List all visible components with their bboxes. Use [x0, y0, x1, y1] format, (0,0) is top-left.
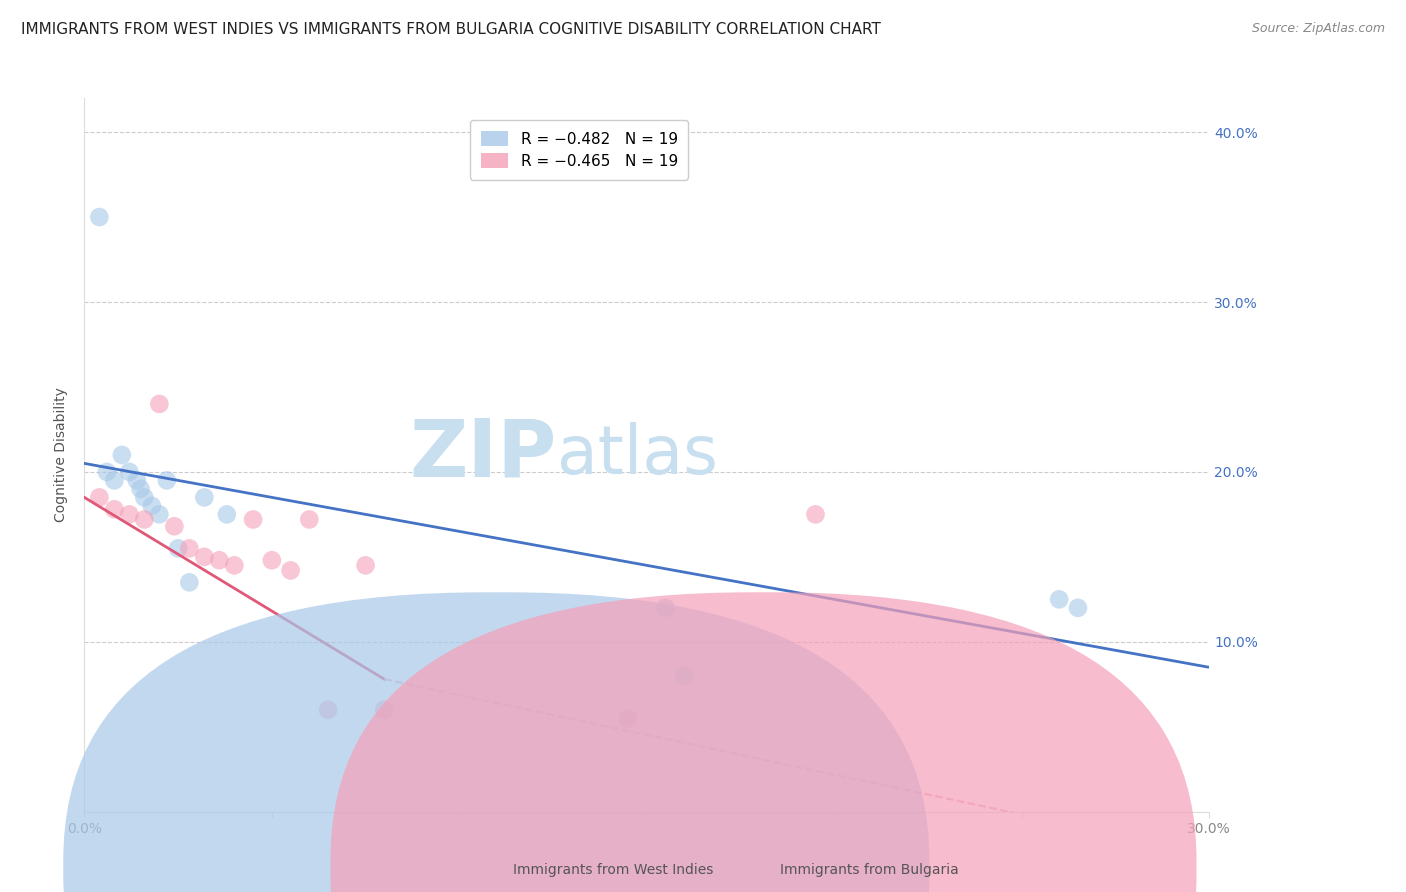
Text: Immigrants from West Indies: Immigrants from West Indies: [513, 863, 714, 877]
Point: [156, 474, 179, 488]
Point: [96, 465, 118, 479]
Point: [804, 508, 827, 522]
Text: Source: ZipAtlas.com: Source: ZipAtlas.com: [1251, 22, 1385, 36]
Point: [179, 541, 201, 556]
Point: [1067, 600, 1090, 615]
Point: [654, 600, 676, 615]
Point: [148, 397, 170, 411]
Point: [179, 575, 201, 590]
Point: [260, 553, 283, 567]
Point: [280, 564, 302, 578]
Point: [208, 553, 231, 567]
Point: [103, 502, 125, 516]
Point: [89, 491, 111, 505]
Point: [141, 499, 163, 513]
Text: IMMIGRANTS FROM WEST INDIES VS IMMIGRANTS FROM BULGARIA COGNITIVE DISABILITY COR: IMMIGRANTS FROM WEST INDIES VS IMMIGRANT…: [21, 22, 882, 37]
Point: [163, 519, 186, 533]
Point: [224, 558, 246, 573]
Point: [298, 512, 321, 526]
Y-axis label: Cognitive Disability: Cognitive Disability: [55, 387, 69, 523]
Point: [193, 549, 215, 564]
Point: [134, 491, 156, 505]
Point: [118, 465, 141, 479]
Point: [673, 669, 696, 683]
Point: [316, 703, 339, 717]
Text: Immigrants from Bulgaria: Immigrants from Bulgaria: [780, 863, 959, 877]
Text: atlas: atlas: [557, 422, 717, 488]
Point: [167, 541, 190, 556]
Point: [129, 482, 152, 496]
Point: [1047, 592, 1070, 607]
Text: ZIP: ZIP: [409, 416, 557, 494]
Point: [193, 491, 215, 505]
Legend: R = −0.482   N = 19, R = −0.465   N = 19: R = −0.482 N = 19, R = −0.465 N = 19: [470, 120, 689, 179]
Point: [148, 508, 170, 522]
Point: [125, 474, 148, 488]
Point: [89, 210, 111, 224]
Point: [111, 448, 134, 462]
Point: [373, 703, 395, 717]
Point: [118, 508, 141, 522]
Point: [215, 508, 238, 522]
Point: [354, 558, 377, 573]
Point: [103, 474, 125, 488]
Point: [617, 711, 640, 725]
Point: [134, 512, 156, 526]
Point: [242, 512, 264, 526]
